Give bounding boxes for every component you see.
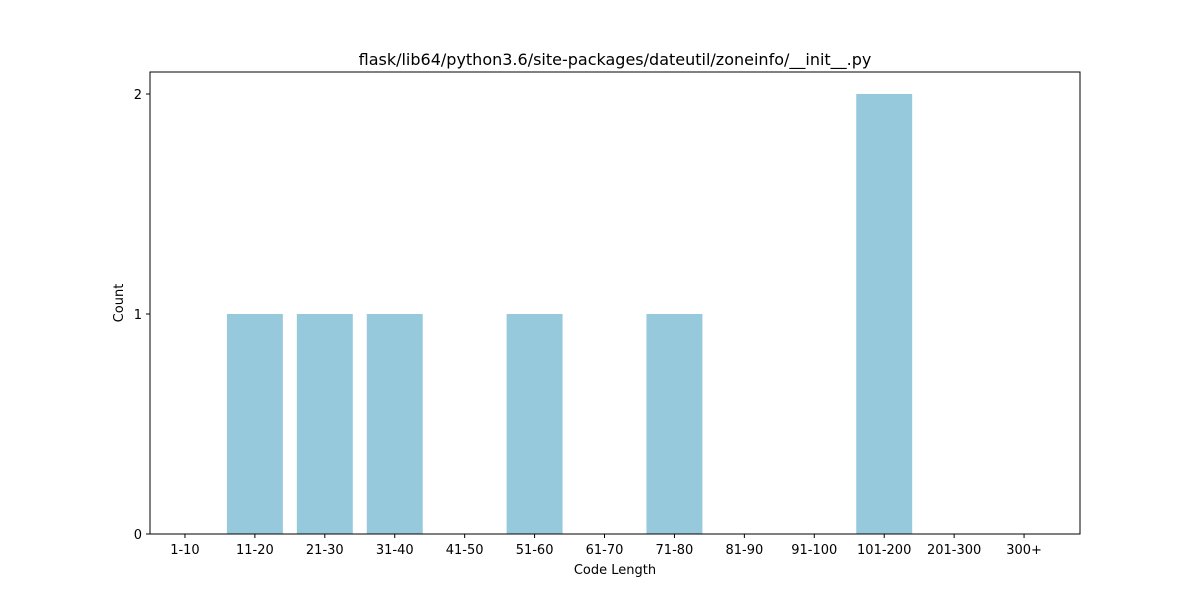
x-tick-label: 11-20: [236, 543, 274, 558]
x-tick-label: 300+: [1006, 543, 1042, 558]
bar-101-200: [856, 94, 913, 534]
x-tick-label: 1-10: [170, 543, 200, 558]
chart-title: flask/lib64/python3.6/site-packages/date…: [359, 50, 872, 70]
x-tick-label: 81-90: [725, 543, 763, 558]
x-tick-label: 91-100: [791, 543, 837, 558]
bar-21-30: [296, 314, 353, 534]
y-axis-label: Count: [112, 284, 127, 323]
x-tick-label: 51-60: [516, 543, 554, 558]
y-tick-label: 1: [134, 308, 142, 323]
x-tick-label: 61-70: [586, 543, 624, 558]
y-tick-label: 0: [134, 528, 142, 543]
x-axis-label: Code Length: [574, 563, 656, 578]
x-tick-label: 21-30: [306, 543, 344, 558]
x-tick-label: 31-40: [376, 543, 414, 558]
bar-51-60: [506, 314, 563, 534]
y-axis-ticks: 0 1 2: [134, 88, 150, 543]
bars-group: [226, 94, 913, 534]
x-tick-label: 101-200: [857, 543, 911, 558]
bar-31-40: [366, 314, 423, 534]
bar-71-80: [646, 314, 703, 534]
x-tick-label: 71-80: [656, 543, 694, 558]
y-tick-label: 2: [134, 88, 142, 103]
plot-frame: [149, 71, 1081, 535]
x-axis-ticks: 1-10 11-20 21-30 31-40 41-50 51-60 61-70 71-80 8…: [170, 534, 1042, 558]
x-tick-label: 41-50: [446, 543, 484, 558]
x-tick-label: 201-300: [927, 543, 981, 558]
bar-11-20: [226, 314, 283, 534]
